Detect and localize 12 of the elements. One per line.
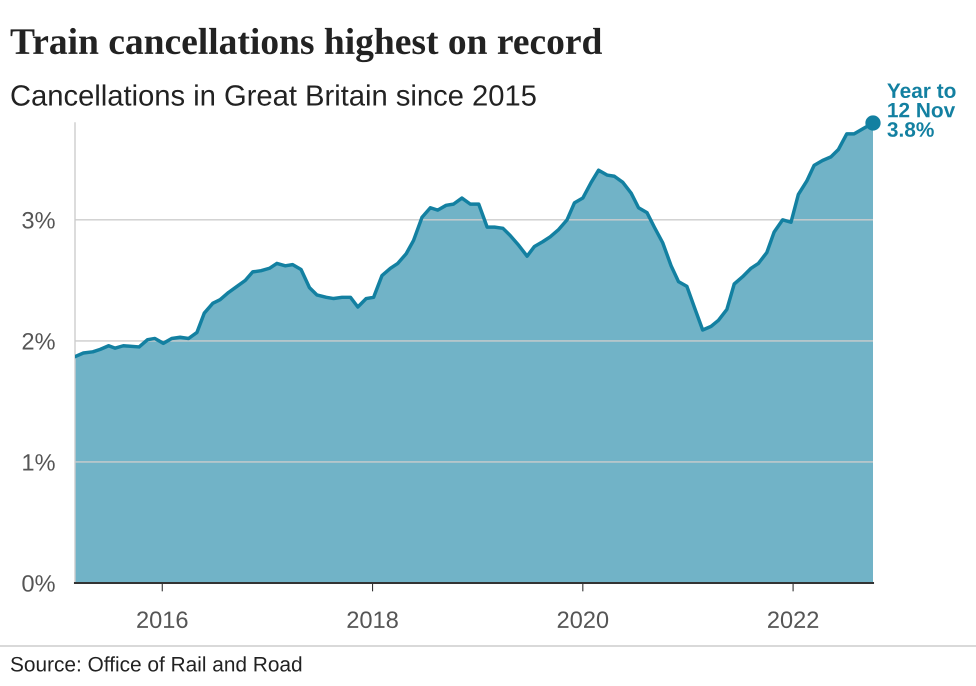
x-tick-label: 2018 bbox=[347, 611, 398, 628]
x-tick-label: 2020 bbox=[558, 611, 608, 628]
y-tick-label: 2% bbox=[22, 332, 55, 350]
y-tick-label: 3% bbox=[22, 212, 55, 229]
y-tick-label: 0% bbox=[22, 575, 55, 592]
source-note: Source: Office of Rail and Road bbox=[10, 656, 302, 672]
x-tick-label: 2016 bbox=[137, 611, 188, 628]
annotation: Year to 12 Nov 3.8% bbox=[887, 84, 956, 137]
x-tick-label: 2022 bbox=[768, 611, 818, 628]
chart-title: Train cancellations highest on record bbox=[10, 28, 602, 62]
chart-subtitle: Cancellations in Great Britain since 2015 bbox=[11, 84, 536, 106]
y-tick-label: 1% bbox=[23, 454, 55, 471]
